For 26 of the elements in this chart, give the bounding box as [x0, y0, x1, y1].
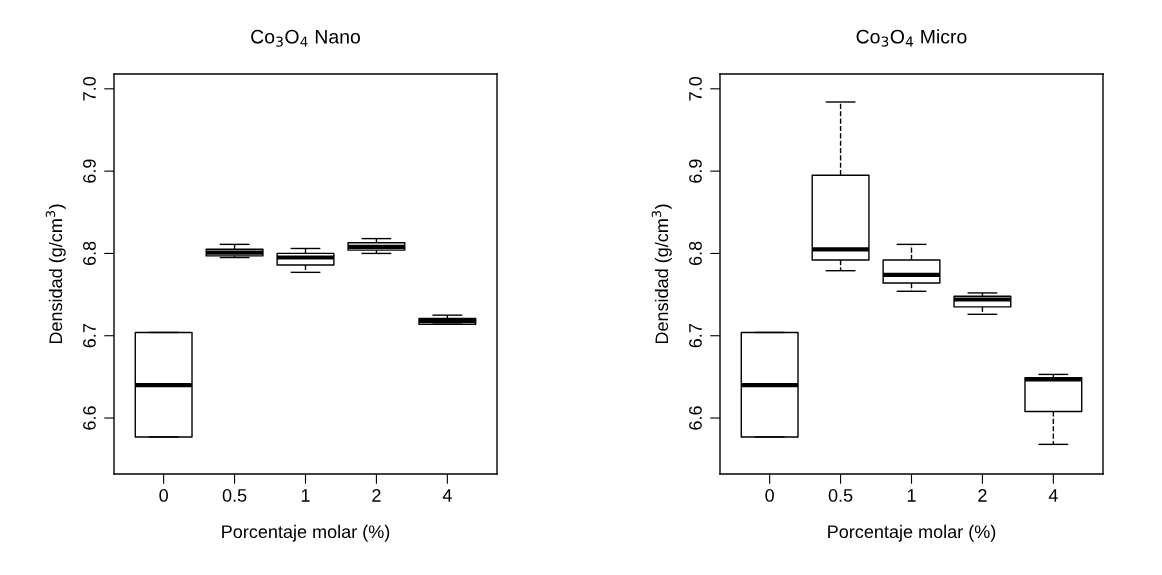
y-axis-title: Densidad (g/cm$^{3}$) — [45, 204, 66, 344]
x-tick-label: 4 — [442, 489, 452, 502]
y-axis-title: Densidad (g/cm$^{3}$) — [651, 204, 672, 344]
y-tick-label: 6.6 — [689, 406, 702, 430]
y-tick-label: 6.8 — [689, 241, 702, 266]
x-tick-label: 0 — [765, 489, 774, 502]
x-axis-title: Porcentaje molar (%) — [828, 524, 996, 542]
y-tick-label: 6.9 — [83, 159, 96, 183]
x-axis-title: Porcentaje molar (%) — [222, 524, 390, 542]
x-tick-label: 2 — [978, 489, 987, 502]
y-tick-label: 6.7 — [83, 324, 96, 348]
y-tick-label: 6.8 — [83, 241, 96, 266]
y-tick-label: 6.9 — [689, 159, 702, 183]
y-tick-label: 7.0 — [83, 76, 96, 101]
chart-title: Co$_{3}$O$_{4}$ Nano — [251, 29, 360, 47]
x-tick-label: 2 — [372, 489, 381, 502]
x-tick-label: 4 — [1048, 489, 1058, 502]
y-tick-label: 6.7 — [689, 324, 702, 348]
y-tick-label: 6.6 — [83, 406, 96, 430]
x-tick-label: 0 — [159, 489, 168, 502]
x-tick-label: 1 — [301, 489, 310, 502]
y-tick-label: 7.0 — [689, 76, 702, 101]
chart-title: Co$_{3}$O$_{4}$ Micro — [856, 29, 967, 47]
x-tick-label: 1 — [907, 489, 916, 502]
x-tick-label: 0.5 — [828, 489, 853, 502]
x-tick-label: 0.5 — [222, 489, 247, 502]
